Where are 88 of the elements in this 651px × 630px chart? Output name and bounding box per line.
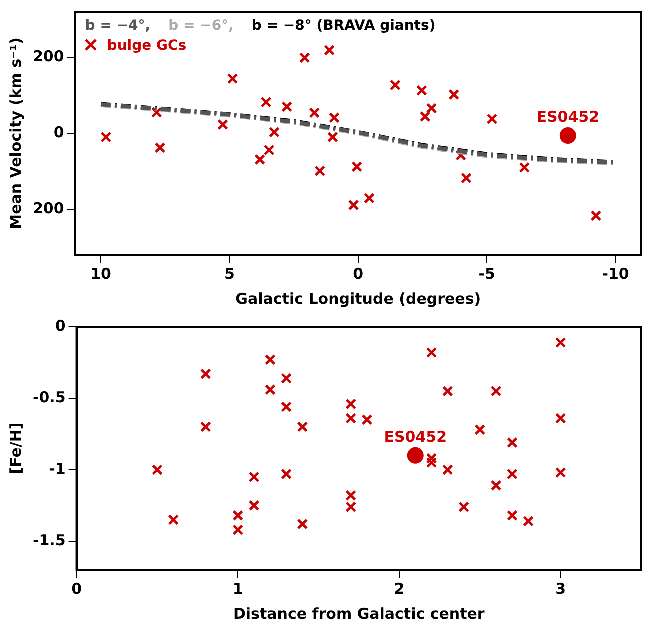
point [426, 457, 438, 468]
x-tick-label: 3 [556, 580, 566, 598]
point [407, 447, 424, 464]
x-tick-label: -10 [602, 264, 630, 283]
point [200, 422, 212, 433]
point [461, 172, 472, 184]
point [260, 96, 272, 108]
point [458, 502, 470, 513]
point [490, 480, 502, 492]
point [328, 112, 340, 124]
point [448, 89, 460, 100]
point [506, 437, 518, 448]
point [282, 101, 293, 112]
y-tick-label: 0 [55, 316, 66, 335]
point [152, 464, 163, 476]
point [309, 108, 320, 118]
x-tick-label: -5 [478, 264, 496, 283]
point [506, 468, 518, 480]
point [390, 80, 401, 91]
text: b = −6°, [168, 18, 234, 34]
point [154, 142, 166, 154]
point [426, 347, 438, 358]
point [324, 44, 336, 56]
point [523, 516, 534, 527]
point [362, 414, 373, 426]
point [299, 52, 310, 64]
point [490, 386, 502, 397]
point [297, 518, 308, 530]
point [416, 85, 428, 96]
x-tick-label: 2 [394, 580, 405, 598]
point [248, 500, 260, 512]
y-axis-title: [Fe/H] [6, 422, 25, 474]
point [248, 472, 260, 483]
annotation: ES0452 [536, 108, 600, 126]
y-tick-label: 200 [33, 47, 64, 66]
point [364, 192, 375, 204]
point [420, 111, 431, 122]
annotation: ES0452 [384, 428, 448, 446]
point [590, 210, 602, 222]
point [168, 514, 180, 526]
y-tick-label: -1.5 [32, 531, 66, 550]
point [426, 102, 438, 114]
point [519, 162, 530, 174]
y-axis-title: Mean Velocity (km s⁻¹) [6, 38, 25, 230]
point [555, 412, 566, 424]
x-tick-label: 5 [224, 264, 235, 283]
point [560, 128, 576, 144]
point [352, 161, 363, 172]
point [264, 354, 276, 366]
point [264, 384, 276, 396]
point [474, 424, 486, 436]
point [346, 398, 357, 410]
point [269, 126, 280, 138]
point [232, 524, 244, 536]
point [218, 119, 229, 130]
x-tick-label: 0 [353, 264, 364, 283]
point [486, 114, 498, 125]
x-axis-title: Galactic Longitude (degrees) [236, 290, 482, 308]
point [200, 368, 212, 380]
point [348, 200, 360, 211]
point [232, 510, 244, 522]
point [327, 132, 338, 143]
point [442, 386, 454, 397]
text: b = −8° (BRAVA giants) [252, 18, 436, 34]
point [264, 144, 275, 156]
point [100, 132, 112, 143]
y-tick-label: 0 [54, 123, 64, 142]
x-tick-label: 0 [72, 580, 82, 598]
x-tick-label: 10 [90, 264, 112, 283]
point [555, 467, 566, 478]
point [314, 166, 326, 177]
legend-label: bulge GCs [107, 38, 187, 54]
y-tick-label: 200 [33, 199, 64, 218]
point [281, 468, 292, 480]
point [281, 402, 292, 413]
x-tick-label: 1 [232, 580, 244, 598]
point [506, 510, 518, 522]
x-axis-title: Distance from Galactic center [233, 604, 486, 623]
point [281, 372, 292, 384]
y-tick-label: -1 [49, 460, 66, 478]
point [227, 73, 238, 84]
point [254, 154, 266, 166]
point [442, 464, 454, 476]
y-tick-label: -0.5 [32, 388, 66, 406]
text: b = −4°, [85, 18, 151, 34]
point [346, 412, 357, 424]
point [555, 337, 566, 348]
point [297, 422, 308, 433]
